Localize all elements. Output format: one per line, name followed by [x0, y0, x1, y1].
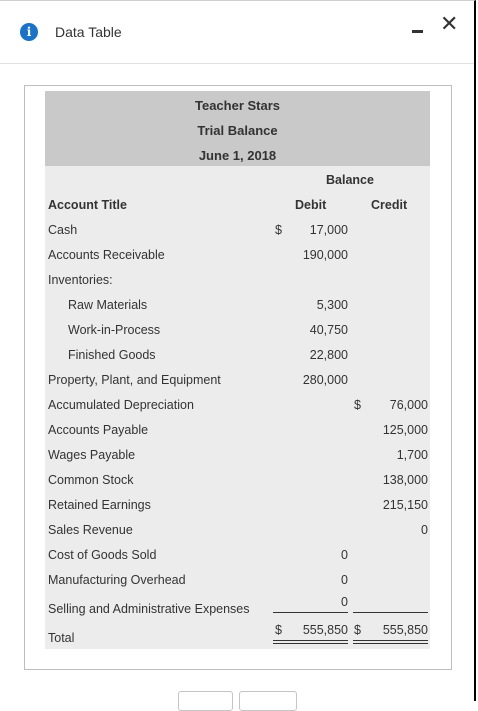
trial-balance-table — [45, 91, 430, 649]
debit-value: 40,750 — [309, 323, 348, 337]
credit-value: 1,700 — [396, 448, 428, 462]
account-title-header: Account Title — [48, 198, 127, 212]
credit-value: 76,000 — [389, 398, 428, 412]
account-title: Selling and Administrative Expenses — [48, 602, 250, 616]
total-debit-value: 555,850 — [302, 623, 348, 637]
credit-total-rule-bottom — [353, 643, 428, 644]
total-credit-sign: $ — [354, 623, 361, 637]
debit-value: 5,300 — [316, 298, 348, 312]
account-title: Retained Earnings — [48, 498, 151, 512]
statement-name: Trial Balance — [197, 123, 278, 138]
debit-value: 22,800 — [309, 348, 348, 362]
statement-date: June 1, 2018 — [198, 148, 277, 163]
debit-value: 280,000 — [302, 373, 348, 387]
balance-header: Balance — [326, 173, 374, 187]
total-credit-value: 555,850 — [382, 623, 428, 637]
account-title: Work-in-Process — [68, 323, 161, 337]
footer-button-left[interactable] — [178, 691, 233, 711]
account-title: Property, Plant, and Equipment — [48, 373, 221, 387]
account-title: Manufacturing Overhead — [48, 573, 186, 587]
dialog-title: Data Table — [55, 24, 122, 40]
total-label: Total — [48, 631, 75, 645]
account-title: Common Stock — [48, 473, 134, 487]
credit-total-rule-top — [353, 640, 428, 641]
credit-subtotal-rule — [353, 612, 428, 613]
account-title: Finished Goods — [68, 348, 156, 362]
account-title: Raw Materials — [68, 298, 148, 312]
account-title: Accounts Payable — [48, 423, 149, 437]
credit-header: Credit — [371, 198, 408, 212]
account-title: Sales Revenue — [48, 523, 133, 537]
debit-total-rule-top — [273, 640, 348, 641]
credit-value: 138,000 — [382, 473, 428, 487]
dialog-titlebar: i Data Table ✕ — [0, 1, 474, 64]
debit-total-rule-bottom — [273, 643, 348, 644]
credit-value: 215,150 — [382, 498, 428, 512]
credit-value: 125,000 — [382, 423, 428, 437]
minimize-icon[interactable] — [410, 21, 426, 37]
debit-value: 0 — [341, 573, 348, 587]
debit-value: 0 — [341, 548, 348, 562]
footer-button-right[interactable] — [239, 691, 297, 711]
debit-dollar-sign: $ — [275, 223, 282, 237]
credit-value: 0 — [421, 523, 428, 537]
company-name: Teacher Stars — [194, 98, 281, 113]
debit-value: 190,000 — [302, 248, 348, 262]
credit-dollar-sign: $ — [354, 398, 361, 412]
account-title: Wages Payable — [48, 448, 136, 462]
account-title: Inventories: — [48, 273, 113, 287]
debit-value: 0 — [341, 595, 348, 609]
report-header-band — [45, 91, 430, 166]
close-icon[interactable]: ✕ — [440, 12, 459, 37]
debit-value: 17,000 — [309, 223, 348, 237]
account-title: Accounts Receivable — [48, 248, 165, 262]
account-title: Accumulated Depreciation — [48, 398, 194, 412]
account-title: Cost of Goods Sold — [48, 548, 157, 562]
account-title: Cash — [48, 223, 78, 237]
info-icon: i — [20, 23, 38, 41]
total-debit-sign: $ — [275, 623, 282, 637]
debit-header: Debit — [295, 198, 327, 212]
debit-subtotal-rule — [273, 612, 348, 613]
